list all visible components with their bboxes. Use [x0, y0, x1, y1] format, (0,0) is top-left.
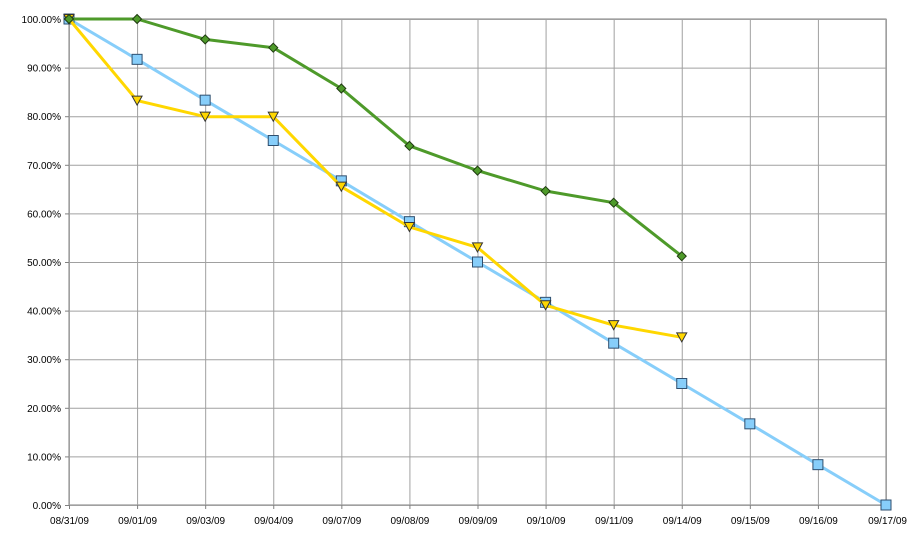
y-tick-label: 50.00%	[27, 258, 61, 269]
data-point-diamond	[268, 42, 279, 53]
y-tick-label: 20.00%	[27, 404, 61, 415]
data-point-diamond	[676, 250, 687, 262]
data-point-triangle	[403, 222, 416, 233]
y-tick-label: 40.00%	[27, 307, 61, 318]
x-tick-label: 09/03/09	[186, 516, 225, 527]
data-point-diamond	[540, 185, 551, 197]
data-point-square	[472, 256, 483, 268]
data-point-square	[608, 337, 620, 349]
x-tick-label: 09/15/09	[731, 516, 770, 527]
data-point-diamond	[131, 13, 143, 25]
y-tick-label: 30.00%	[27, 355, 61, 366]
x-tick-label: 09/08/09	[390, 516, 429, 527]
data-point-diamond	[404, 140, 415, 152]
data-point-triangle	[471, 242, 484, 253]
x-tick-label: 09/07/09	[322, 516, 361, 527]
x-tick-label: 09/09/09	[459, 516, 498, 527]
x-tick-label: 09/04/09	[254, 516, 293, 527]
series-line-3	[67, 17, 684, 258]
axis-layer: 0.00% 10.00% 20.00% 30.00% 40.00% 50.00% 60.00…	[22, 15, 908, 527]
data-point-square	[744, 418, 756, 430]
data-point-triangle	[335, 181, 348, 193]
data-point-triangle	[199, 111, 212, 123]
data-point-square	[676, 378, 688, 389]
x-tick-label: 09/10/09	[527, 516, 566, 527]
x-tick-label: 09/01/09	[118, 516, 157, 527]
data-point-diamond	[199, 34, 211, 45]
y-tick-label: 60.00%	[27, 209, 61, 220]
series-line-2	[67, 17, 684, 339]
y-tick-label: 0.00%	[33, 501, 61, 512]
data-point-triangle	[131, 95, 143, 107]
data-point-diamond	[608, 197, 619, 208]
data-point-triangle	[607, 320, 620, 331]
x-tick-label: 09/17/09	[868, 516, 907, 527]
data-point-square	[199, 94, 211, 106]
x-tick-label: 09/16/09	[799, 516, 838, 527]
data-point-diamond	[472, 165, 483, 176]
y-tick-label: 100.00%	[22, 15, 62, 26]
y-tick-label: 10.00%	[27, 452, 61, 463]
data-point-square	[880, 499, 892, 511]
data-point-triangle	[267, 111, 280, 123]
data-point-triangle	[675, 332, 688, 343]
data-point-diamond	[336, 83, 347, 94]
data-point-square	[812, 459, 824, 471]
data-point-triangle	[539, 300, 552, 311]
y-tick-label: 80.00%	[27, 112, 61, 123]
data-point-diamond	[63, 13, 75, 25]
y-tick-label: 70.00%	[27, 161, 61, 172]
y-tick-label: 90.00%	[27, 64, 61, 75]
x-tick-label: 09/11/09	[595, 516, 634, 527]
series-layer	[63, 13, 892, 511]
x-tick-label: 09/14/09	[663, 516, 702, 527]
data-point-square	[131, 53, 143, 65]
data-point-square	[267, 135, 279, 146]
x-tick-label: 08/31/09	[50, 516, 89, 527]
